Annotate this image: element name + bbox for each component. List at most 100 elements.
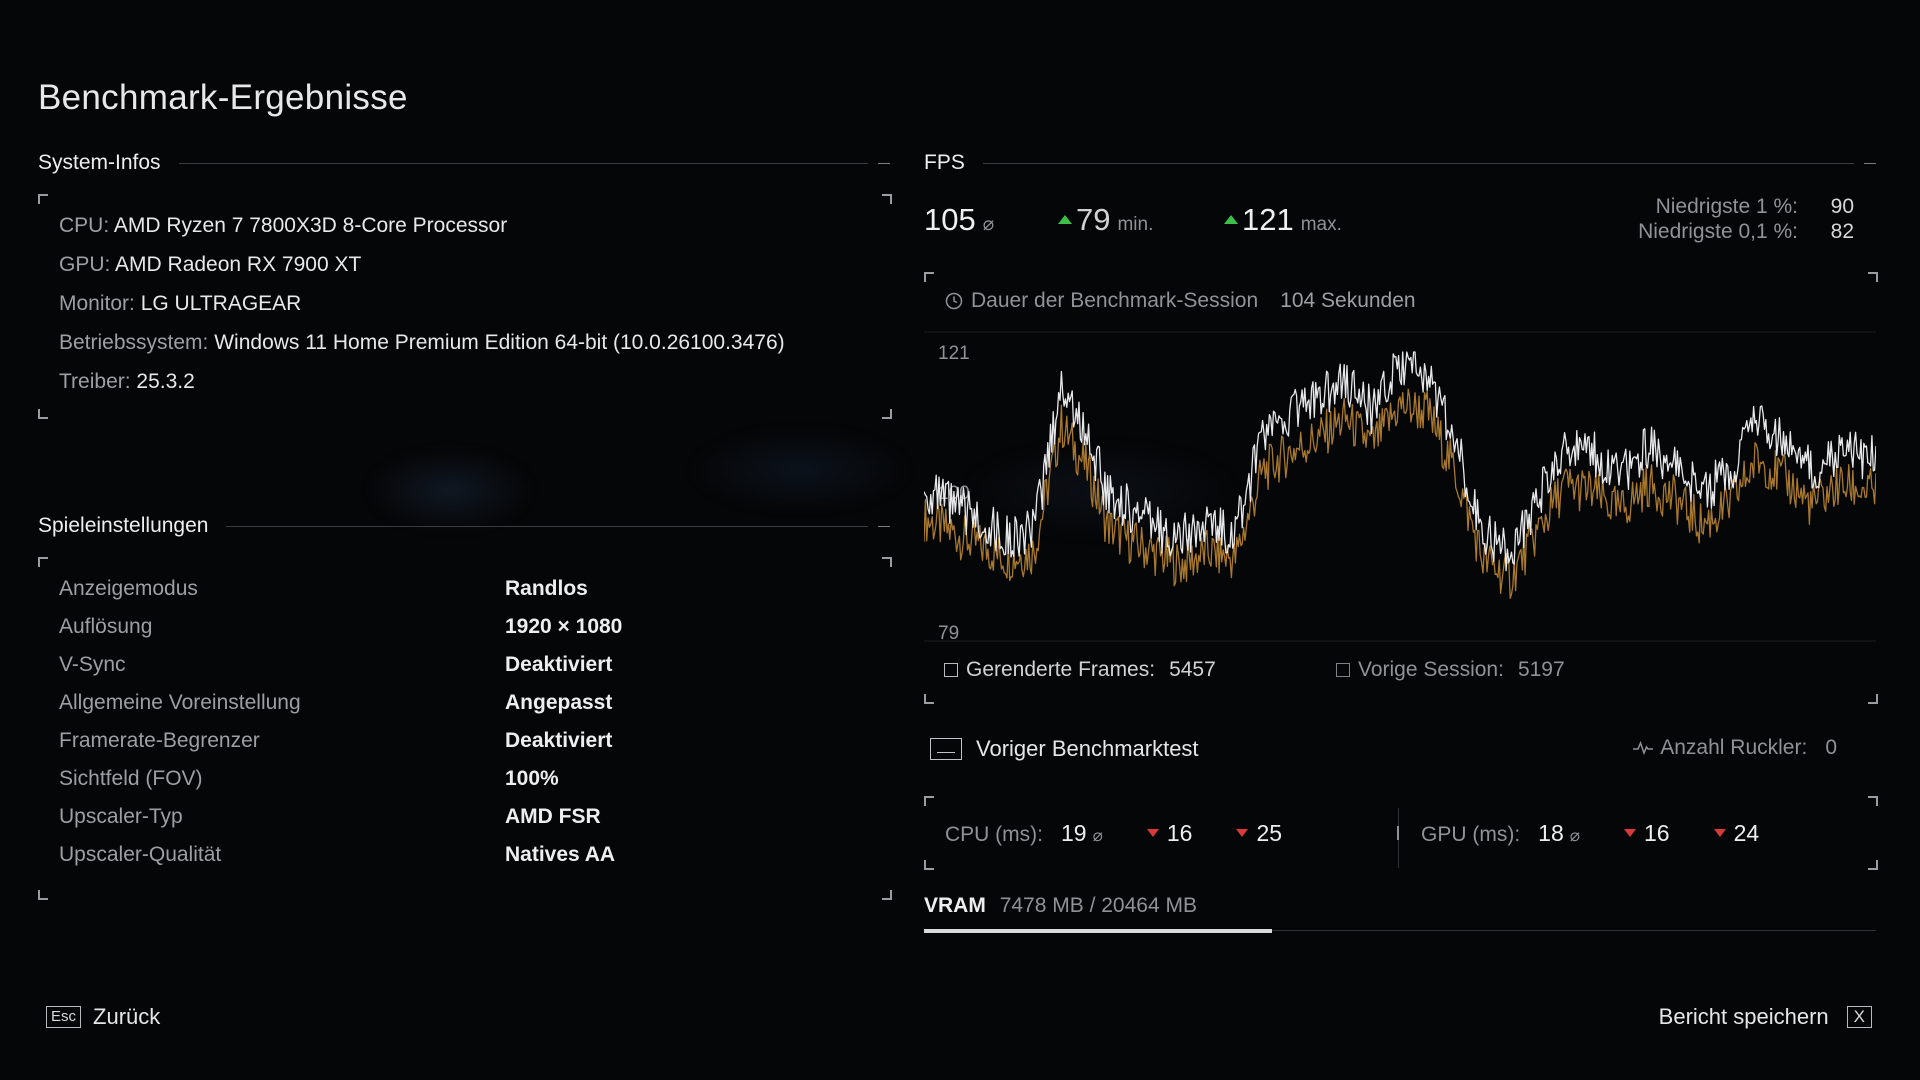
down-arrow-icon [1236, 829, 1249, 837]
previous-benchmark-button[interactable]: Voriger Benchmarktest [930, 736, 1199, 762]
frame-corner [38, 194, 48, 204]
frame-corner [924, 694, 934, 704]
frame-corner [882, 557, 892, 567]
gpu-ms-label: GPU (ms): [1421, 823, 1521, 846]
gpu-ms-avg: 18 [1538, 820, 1564, 846]
system-row-driver: Treiber: 25.3.2 [59, 370, 195, 394]
gpu-ms-value-1: 16 [1644, 820, 1670, 846]
down-arrow-icon [1713, 829, 1726, 837]
rendered-frames-checkbox[interactable] [944, 663, 958, 677]
previous-session-line [924, 388, 1876, 599]
average-symbol: ⌀ [982, 214, 995, 235]
setting-value: Randlos [505, 577, 588, 600]
divider [178, 162, 868, 164]
background-blur [150, 410, 1350, 560]
low-01-value: 82 [1830, 220, 1854, 243]
system-label: Treiber: [59, 370, 131, 393]
frame-corner [38, 409, 48, 419]
fps-average-value: 105 [924, 202, 976, 237]
metric-separator-mark [1397, 826, 1399, 840]
system-info-title: System-Infos [38, 151, 161, 174]
setting-label: Upscaler-Typ [59, 805, 183, 828]
system-label: CPU: [59, 214, 110, 237]
low-01-label: Niedrigste 0,1 %: [1638, 220, 1798, 243]
esc-key-icon: Esc [46, 1006, 82, 1028]
frame-corner [1868, 860, 1878, 870]
stutter-label: Anzahl Ruckler: [1660, 736, 1808, 759]
setting-value: AMD FSR [505, 805, 601, 828]
system-value: AMD Ryzen 7 7800X3D 8-Core Processor [113, 214, 508, 237]
down-arrow-icon [1146, 829, 1159, 837]
fps-min-unit: min. [1117, 214, 1154, 235]
game-settings-title: Spieleinstellungen [38, 514, 209, 537]
gpu-ms: GPU (ms): 18 ⌀ 16 24 [1421, 820, 1803, 847]
rendered-frames-value: 5457 [1169, 658, 1216, 681]
vram-bar-track [924, 930, 1876, 931]
system-row-cpu: CPU: AMD Ryzen 7 7800X3D 8-Core Processo… [59, 214, 507, 238]
system-info-heading: System-Infos [38, 151, 890, 175]
rendered-frames-line [924, 351, 1876, 572]
previous-session-value: 5197 [1517, 658, 1565, 681]
frame-corner [882, 890, 892, 900]
fps-min-value: 79 [1076, 202, 1111, 237]
previous-session[interactable]: Vorige Session: 5197 [1336, 658, 1565, 682]
previous-session-checkbox[interactable] [1336, 663, 1350, 677]
cpu-ms-value-2: 25 [1256, 820, 1283, 846]
collapse-dash [878, 162, 890, 164]
rendered-frames[interactable]: Gerenderte Frames: 5457 [944, 658, 1216, 682]
divider [982, 162, 1854, 164]
rendered-frames-label: Gerenderte Frames: [966, 658, 1156, 681]
frame-corner [1868, 272, 1878, 282]
back-label: Zurück [93, 1004, 161, 1029]
setting-label: Upscaler-Qualität [59, 843, 222, 866]
x-key-icon: X [1846, 1006, 1872, 1028]
collapse-dash [878, 525, 890, 527]
fps-max-value: 121 [1242, 202, 1294, 237]
cpu-ms-avg: 19 [1061, 820, 1087, 846]
save-report-button[interactable]: Bericht speichern X [1659, 1004, 1872, 1030]
y-tick-label: 79 [938, 623, 959, 642]
setting-value: Natives AA [505, 843, 616, 866]
system-row-gpu: GPU: AMD Radeon RX 7900 XT [59, 253, 361, 277]
system-value: Windows 11 Home Premium Edition 64-bit (… [214, 331, 785, 354]
previous-session-label: Vorige Session: [1358, 658, 1504, 681]
fps-title: FPS [924, 151, 965, 174]
fps-max-unit: max. [1300, 214, 1342, 235]
setting-label: V-Sync [59, 653, 126, 676]
divider [226, 525, 868, 527]
low-01-row: Niedrigste 0,1 %: 82 [1638, 219, 1854, 244]
system-value: AMD Radeon RX 7900 XT [115, 253, 362, 276]
frame-corner [1868, 694, 1878, 704]
fps-min: 79 min. [1058, 202, 1153, 238]
setting-label: Allgemeine Voreinstellung [59, 691, 301, 714]
frame-corner [924, 796, 934, 806]
setting-value: Deaktiviert [505, 729, 613, 752]
frame-corner [882, 409, 892, 419]
setting-label: Sichtfeld (FOV) [59, 767, 203, 790]
stutter-value: 0 [1825, 736, 1837, 759]
system-value: LG ULTRAGEAR [140, 292, 302, 315]
back-button[interactable]: Esc Zurück [46, 1004, 160, 1030]
pulse-icon [1633, 740, 1654, 756]
previous-benchmark-label: Voriger Benchmarktest [976, 736, 1199, 761]
low-1-label: Niedrigste 1 %: [1655, 195, 1798, 218]
up-arrow-icon [1058, 215, 1072, 224]
game-settings-heading: Spieleinstellungen [38, 514, 890, 538]
system-row-monitor: Monitor: LG ULTRAGEAR [59, 292, 301, 316]
collapse-dash [1864, 162, 1876, 164]
cpu-ms: CPU (ms): 19 ⌀ 16 25 [945, 820, 1326, 847]
average-symbol: ⌀ [1569, 826, 1580, 845]
stutter-count: Anzahl Ruckler: 0 [1632, 736, 1837, 760]
vram-value: 7478 MB / 20464 MB [999, 894, 1197, 917]
vram-label: VRAM [924, 894, 986, 917]
frame-corner [924, 272, 934, 282]
frame-corner [882, 194, 892, 204]
save-report-label: Bericht speichern [1658, 1004, 1829, 1029]
system-label: Monitor: [59, 292, 135, 315]
page-title: Benchmark-Ergebnisse [38, 78, 408, 117]
y-tick-label: 121 [938, 343, 970, 364]
fps-lows: Niedrigste 1 %: 90 Niedrigste 0,1 %: 82 [1638, 194, 1854, 244]
low-1-row: Niedrigste 1 %: 90 [1638, 194, 1854, 219]
clock-icon [945, 292, 963, 310]
